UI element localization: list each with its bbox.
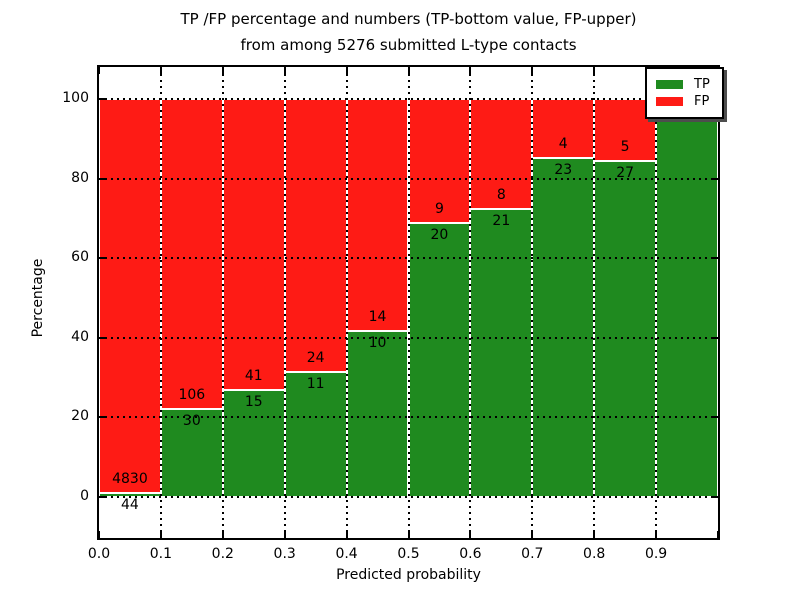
y-tick-mark <box>99 257 106 260</box>
x-tick-mark <box>593 67 596 74</box>
x-tick-mark <box>407 67 410 74</box>
x-tick-mark <box>469 531 472 538</box>
y-tick-mark <box>711 257 718 260</box>
tp-bar-segment <box>408 222 471 497</box>
x-tick-mark <box>469 67 472 74</box>
x-tick-mark <box>717 531 719 538</box>
tp-bar-segment <box>470 208 533 497</box>
x-tick-mark <box>531 531 534 538</box>
v-gridline <box>407 67 410 538</box>
fp-bar-segment <box>99 99 161 494</box>
tp-count-label: 23 <box>554 161 573 178</box>
v-gridline <box>655 67 658 538</box>
tp-count-label: 10 <box>368 335 387 352</box>
fp-count-label: 9 <box>434 200 444 217</box>
x-tick-mark <box>159 531 162 538</box>
x-tick-label: 0.7 <box>521 546 544 562</box>
fp-bar-segment <box>346 99 409 332</box>
tp-count-label: 15 <box>244 394 263 411</box>
x-tick-label: 0.8 <box>583 546 606 562</box>
y-tick-mark <box>99 416 106 419</box>
y-tick-mark <box>711 416 718 419</box>
legend-label-fp: FP <box>694 94 710 109</box>
x-tick-mark <box>221 531 224 538</box>
v-gridline <box>345 67 348 538</box>
tp-count-label: 44 <box>121 497 139 514</box>
x-tick-mark <box>98 531 100 538</box>
tp-bar-segment <box>656 99 718 497</box>
fp-color-swatch <box>656 97 683 106</box>
fp-count-label: 41 <box>244 368 263 385</box>
x-tick-label: 0.5 <box>397 546 420 562</box>
y-tick-label: 80 <box>71 169 89 186</box>
v-gridline <box>469 67 472 538</box>
v-gridline <box>593 67 596 538</box>
fp-count-label: 24 <box>306 349 325 366</box>
v-gridline <box>531 67 534 538</box>
tp-bar-segment <box>532 157 595 497</box>
x-tick-mark <box>655 531 658 538</box>
v-gridline <box>283 67 286 538</box>
y-tick-label: 100 <box>62 90 89 106</box>
x-tick-label: 0.9 <box>644 546 668 562</box>
tp-bar-segment <box>594 161 657 497</box>
x-tick-mark <box>159 67 162 74</box>
legend-item-tp: TP <box>656 77 710 92</box>
fp-bar-segment <box>160 99 223 410</box>
y-tick-mark <box>99 336 106 339</box>
fp-bar-segment <box>222 99 285 391</box>
tp-color-swatch <box>656 80 683 89</box>
fp-count-label: 8 <box>496 186 506 203</box>
x-tick-mark <box>283 531 286 538</box>
y-tick-mark <box>99 496 106 498</box>
x-tick-label: 0.1 <box>149 546 173 562</box>
x-tick-label: 0.2 <box>211 546 234 562</box>
legend: TP FP <box>645 67 724 119</box>
tp-count-label: 21 <box>492 212 511 229</box>
x-tick-mark <box>407 531 410 538</box>
v-gridline <box>159 67 162 538</box>
y-axis-label: Percentage <box>30 258 46 338</box>
plot-area: 4830441063041152411141092082142352734 0.… <box>62 65 724 562</box>
y-tick-label: 0 <box>80 488 89 504</box>
y-tick-mark <box>711 336 718 339</box>
tp-count-label: 30 <box>182 413 201 430</box>
x-tick-mark <box>221 67 224 74</box>
tp-bar-segment <box>346 331 409 497</box>
x-tick-mark <box>98 67 100 74</box>
x-tick-label: 0.0 <box>87 546 111 562</box>
x-tick-mark <box>593 531 596 538</box>
y-tick-mark <box>99 177 106 180</box>
y-tick-mark <box>99 98 106 100</box>
x-tick-mark <box>283 67 286 74</box>
x-axis-label: Predicted probability <box>336 567 481 583</box>
x-tick-mark <box>531 67 534 74</box>
x-tick-label: 0.3 <box>273 546 296 562</box>
y-tick-mark <box>711 496 718 498</box>
v-gridline <box>221 67 224 538</box>
fp-count-label: 5 <box>620 139 630 156</box>
legend-item-fp: FP <box>656 94 710 109</box>
x-tick-label: 0.4 <box>335 546 358 562</box>
tp-bar-segment <box>284 371 347 497</box>
fp-count-label: 14 <box>368 309 387 326</box>
tp-count-label: 20 <box>430 226 449 243</box>
fp-bar-segment <box>284 99 347 372</box>
y-tick-label: 20 <box>71 408 89 425</box>
y-tick-mark <box>711 177 718 180</box>
fp-count-label: 4830 <box>112 471 148 488</box>
fp-count-label: 106 <box>178 387 206 404</box>
tp-count-label: 11 <box>306 375 325 392</box>
x-tick-mark <box>345 531 348 538</box>
x-tick-mark <box>345 67 348 74</box>
chart-title-line1: TP /FP percentage and numbers (TP-bottom… <box>180 10 637 28</box>
legend-label-tp: TP <box>694 77 710 92</box>
chart-title-line2: from among 5276 submitted L-type contact… <box>240 36 577 54</box>
tp-count-label: 27 <box>616 165 635 182</box>
y-tick-label: 60 <box>71 249 89 266</box>
fp-count-label: 4 <box>558 135 568 152</box>
x-tick-label: 0.6 <box>459 546 482 562</box>
y-tick-label: 40 <box>71 328 89 345</box>
